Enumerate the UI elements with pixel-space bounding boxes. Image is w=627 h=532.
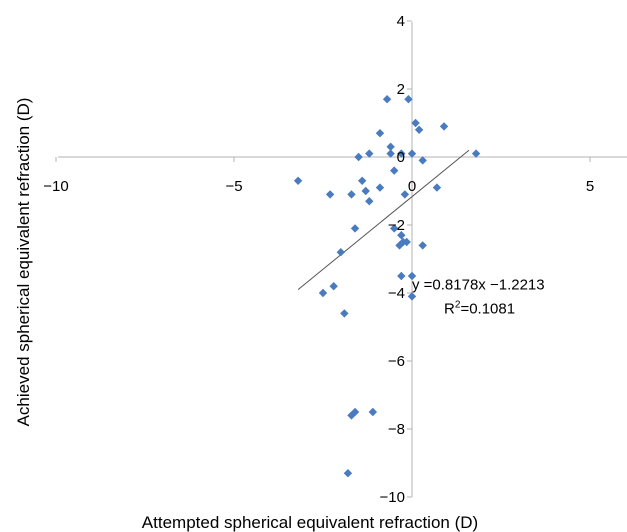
tick-labels-layer: −10 −5 0 5 −10 −8 −6 −4 −2 0 2 4 — [43, 13, 594, 506]
y-tick-label: 0 — [397, 149, 405, 166]
data-point — [414, 125, 424, 134]
data-point — [347, 190, 356, 199]
data-point — [361, 186, 370, 196]
data-point — [404, 95, 413, 104]
data-point — [343, 469, 353, 478]
data-point — [418, 156, 427, 165]
x-tick-label: 0 — [408, 178, 416, 195]
data-point — [439, 122, 449, 131]
data-point — [350, 407, 360, 417]
data-point — [400, 190, 410, 199]
data-point — [329, 282, 338, 291]
data-point — [397, 271, 406, 281]
data-point — [390, 166, 399, 175]
data-point — [432, 183, 442, 192]
annotation-layer: y =0.8178x −1.2213 R2=0.1081 — [412, 277, 545, 318]
data-point — [418, 241, 427, 250]
trendline — [297, 149, 470, 290]
r-squared-symbol: R — [444, 300, 455, 317]
y-tick-label: 4 — [397, 13, 405, 30]
data-point — [395, 241, 404, 250]
r-squared-label: R2=0.1081 — [444, 299, 515, 317]
data-point — [386, 149, 395, 158]
data-point — [357, 176, 367, 185]
r-squared-superscript: 2 — [455, 299, 461, 310]
data-point — [293, 176, 303, 185]
data-point — [397, 231, 406, 240]
data-point — [411, 118, 420, 128]
y-tick-label: −2 — [388, 217, 405, 234]
data-point — [402, 237, 411, 247]
y-tick-label: −8 — [388, 421, 405, 438]
x-tick-label: −5 — [225, 178, 242, 195]
data-point — [390, 224, 399, 233]
y-tick-label: 2 — [397, 81, 405, 98]
data-point — [407, 149, 417, 158]
data-point — [397, 149, 406, 158]
data-point — [354, 152, 363, 162]
data-point — [471, 149, 481, 158]
trendline-equation: y =0.8178x −1.2213 — [412, 277, 545, 294]
data-point — [318, 288, 328, 298]
data-point — [368, 407, 378, 417]
x-axis-title: Attempted spherical equivalent refractio… — [142, 513, 478, 532]
y-tick-label: −4 — [388, 285, 405, 302]
data-point — [407, 292, 417, 301]
data-point — [386, 142, 395, 151]
points-layer — [293, 95, 481, 478]
data-point — [407, 271, 417, 281]
data-point — [325, 190, 335, 199]
data-point — [382, 95, 392, 104]
trendline-layer — [297, 149, 470, 290]
x-tick-label: −10 — [43, 178, 68, 195]
axes-layer — [55, 20, 627, 498]
y-tick-label: −6 — [388, 353, 405, 370]
data-point — [365, 197, 374, 206]
r-squared-value: =0.1081 — [460, 300, 515, 317]
y-tick-label: −10 — [380, 489, 405, 506]
data-point — [365, 149, 374, 158]
y-axis-title: Achieved spherical equivalent refraction… — [14, 98, 33, 427]
data-point — [375, 129, 385, 138]
data-point — [350, 224, 360, 233]
data-point — [336, 248, 345, 257]
data-point — [375, 183, 385, 192]
x-tick-label: 5 — [586, 178, 594, 195]
data-point — [340, 309, 349, 318]
